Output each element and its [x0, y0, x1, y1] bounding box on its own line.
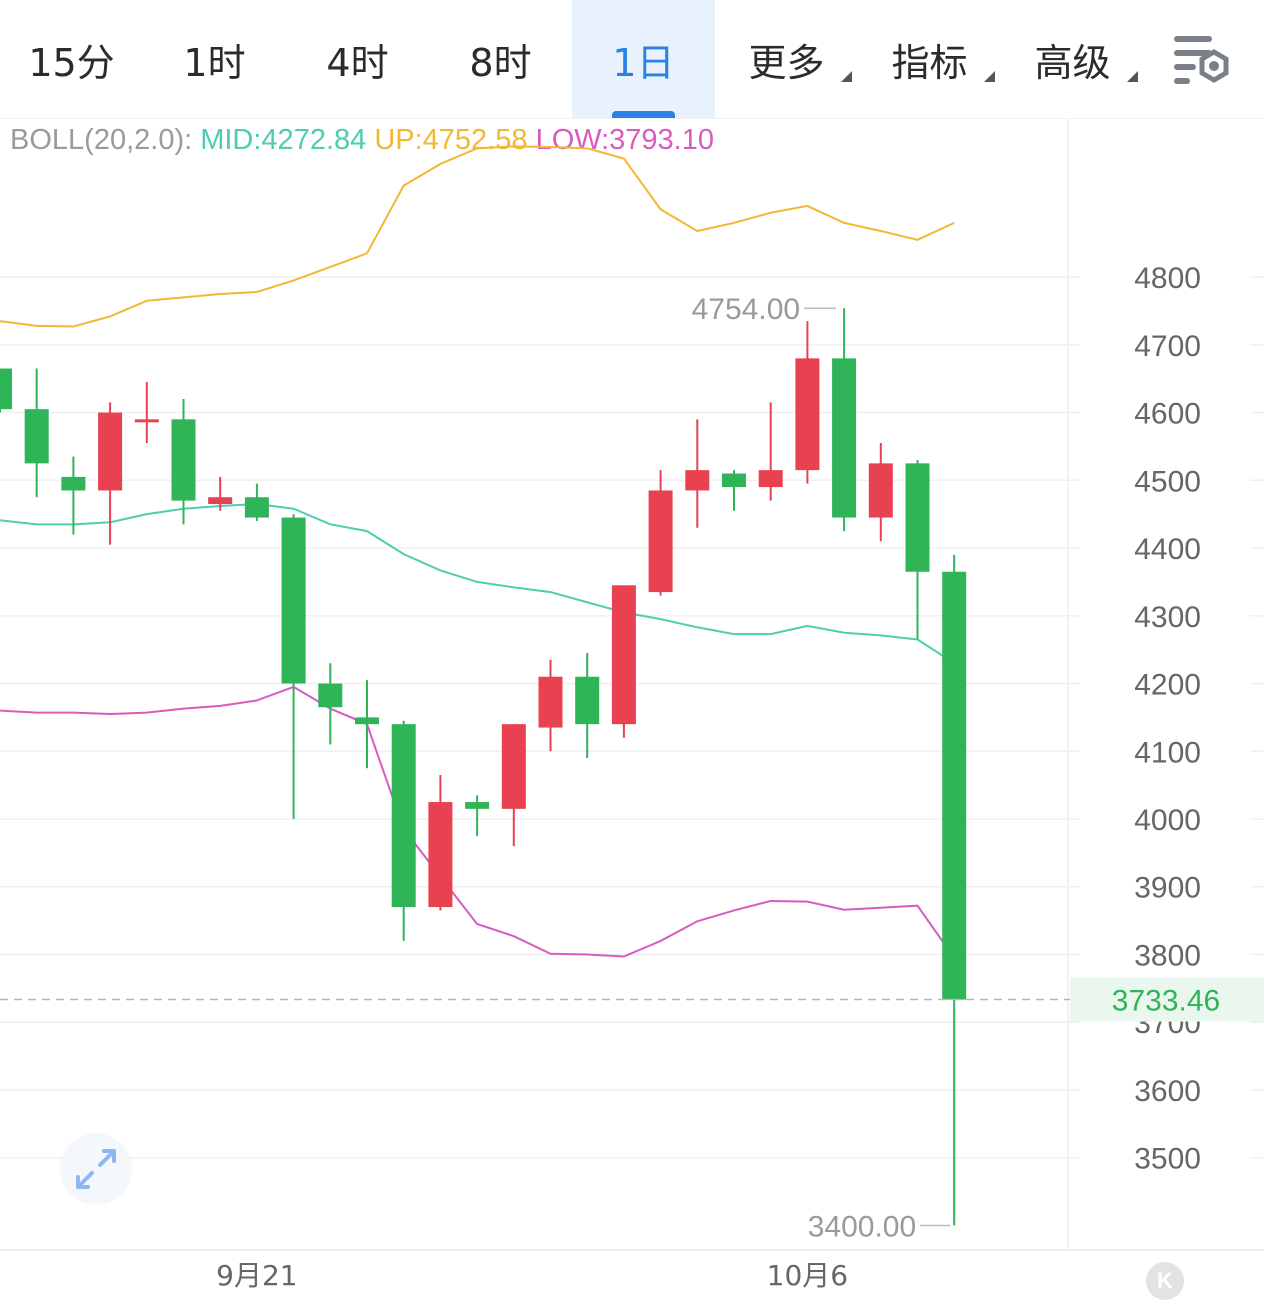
candle-body — [868, 463, 893, 518]
tab-5[interactable]: 更多 — [715, 0, 858, 118]
tab-label: 更多 — [748, 40, 825, 85]
y-tick-label: 4200 — [1134, 669, 1201, 702]
x-tick-label: 10月6 — [767, 1259, 848, 1292]
candle-body — [24, 409, 49, 464]
expand-icon — [76, 1149, 116, 1189]
y-tick-label: 4300 — [1134, 601, 1201, 634]
y-tick-label: 3800 — [1134, 939, 1201, 972]
kline-badge[interactable]: K — [1146, 1262, 1184, 1300]
candle-body — [685, 470, 710, 491]
y-tick-label: 4100 — [1134, 736, 1201, 769]
y-tick-label: 3600 — [1134, 1075, 1201, 1108]
expand-chart-button[interactable] — [60, 1133, 132, 1205]
boll-legend: BOLL(20,2.0): MID:4272.84 UP:4752.58 LOW… — [10, 120, 714, 160]
candle-body — [538, 676, 563, 728]
candle-body — [0, 368, 12, 410]
candle-body — [722, 473, 746, 488]
boll-up-value: UP:4752.58 — [374, 124, 528, 156]
high-marker-label: 4754.00 — [692, 293, 800, 326]
candle-body — [318, 683, 343, 708]
timeframe-tab-bar: 15分 1时 4时 8时 1日 更多 指标 高级 — [0, 0, 1264, 118]
dropdown-caret-icon — [841, 71, 852, 82]
candle-body — [428, 802, 453, 908]
boll-mid-line — [0, 503, 955, 665]
tab-label: 1时 — [183, 40, 246, 85]
candle-body — [355, 717, 379, 725]
tab-1[interactable]: 1时 — [143, 0, 286, 118]
tab-label: 指标 — [891, 40, 968, 85]
tab-0[interactable]: 15分 — [0, 0, 143, 118]
candle-body — [795, 358, 820, 471]
candle-body — [244, 497, 269, 518]
dropdown-caret-icon — [984, 71, 995, 82]
y-tick-label: 4800 — [1134, 262, 1201, 295]
candle-body — [134, 419, 159, 423]
candlestick-chart[interactable]: 3500360037003800390040004100420043004400… — [0, 118, 1264, 1301]
low-marker-label: 3400.00 — [808, 1210, 916, 1243]
x-tick-label: 9月21 — [216, 1259, 297, 1292]
candle-body — [208, 497, 233, 505]
tab-label: 8时 — [469, 40, 532, 85]
candle-body — [171, 419, 196, 501]
y-tick-label: 4400 — [1134, 533, 1201, 566]
y-tick-label: 4700 — [1134, 330, 1201, 363]
boll-prefix: BOLL(20,2.0): — [10, 124, 193, 156]
candle-body — [575, 676, 600, 725]
candle-body — [61, 476, 86, 491]
tab-3[interactable]: 8时 — [429, 0, 572, 118]
tab-7[interactable]: 高级 — [1001, 0, 1144, 118]
chart-settings-icon — [1174, 36, 1229, 84]
tab-label: 高级 — [1034, 40, 1111, 85]
tab-6[interactable]: 指标 — [858, 0, 1001, 118]
candle-body — [832, 358, 857, 518]
tab-2[interactable]: 4时 — [286, 0, 429, 118]
candle-body — [611, 585, 636, 725]
last-price-label-tint — [1070, 977, 1264, 1022]
y-tick-label: 4600 — [1134, 398, 1201, 431]
candle-body — [501, 724, 526, 809]
tab-4[interactable]: 1日 — [572, 0, 715, 118]
last-price-label: 3733.46 — [1112, 985, 1220, 1018]
boll-low-value: LOW:3793.10 — [535, 124, 714, 156]
candle-body — [648, 490, 673, 593]
candle-body — [942, 571, 967, 1000]
candle-body — [98, 412, 123, 491]
chart-settings-button[interactable] — [1168, 30, 1240, 90]
candle-body — [281, 517, 306, 684]
tab-label: 15分 — [28, 40, 115, 85]
candle-body — [465, 802, 490, 809]
candle-body — [905, 463, 930, 572]
tab-label: 4时 — [326, 40, 389, 85]
y-tick-label: 4000 — [1134, 804, 1201, 837]
boll-mid-value: MID:4272.84 — [200, 124, 367, 156]
candle-body — [391, 724, 416, 908]
boll-lower-line — [0, 685, 956, 959]
dropdown-caret-icon — [1127, 71, 1138, 82]
candle-body — [758, 470, 783, 488]
tab-label: 1日 — [612, 40, 675, 85]
y-tick-label: 3500 — [1134, 1143, 1201, 1176]
y-tick-label: 4500 — [1134, 465, 1201, 498]
boll-upper-line — [0, 145, 955, 328]
y-tick-label: 3900 — [1134, 872, 1201, 905]
